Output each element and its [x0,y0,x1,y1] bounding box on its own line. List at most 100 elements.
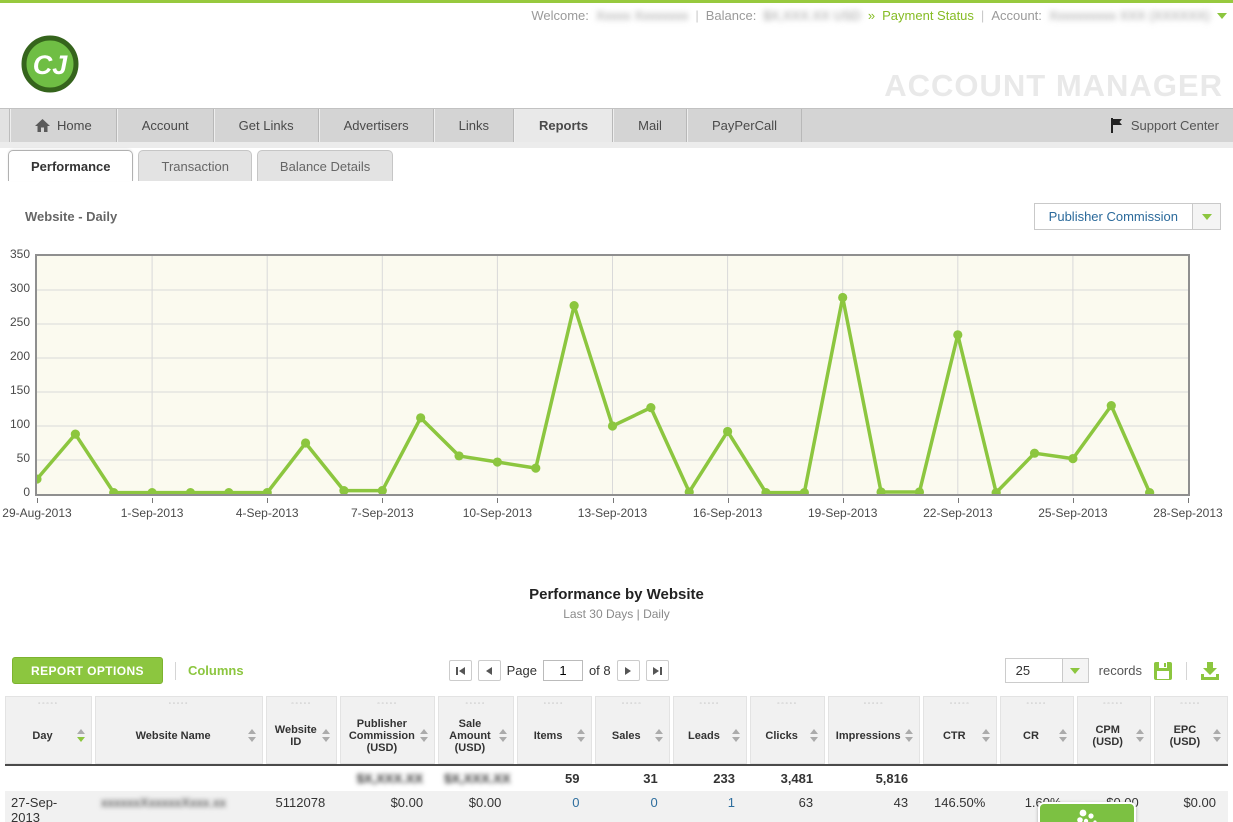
sub-tab-balance-details[interactable]: Balance Details [256,150,394,181]
column-header-sales[interactable]: ▫▫▫▫▫ Sales [594,696,670,764]
data-point[interactable] [416,413,426,423]
nav-tab-mail[interactable]: Mail [613,109,687,142]
sort-asc-icon[interactable] [248,729,257,734]
sort-asc-icon[interactable] [982,729,991,734]
payment-status-link[interactable]: Payment Status [882,8,974,23]
data-point[interactable] [1029,448,1040,458]
drag-handle-icon[interactable]: ▫▫▫▫▫ [465,701,487,707]
column-header-impressions[interactable]: ▫▫▫▫▫ Impressions [828,696,921,764]
sort-desc-icon[interactable] [654,737,663,742]
cj-logo[interactable]: CJ [20,34,80,99]
sort-asc-icon[interactable] [732,729,741,734]
data-point[interactable] [799,488,809,498]
sort-desc-icon[interactable] [420,737,429,742]
sort-desc-icon[interactable] [77,737,86,742]
sort-asc-icon[interactable] [322,729,331,734]
sub-tab-performance[interactable]: Performance [8,150,134,181]
column-header-website-id[interactable]: ▫▫▫▫▫ Website ID [266,696,338,764]
data-point[interactable] [1068,454,1078,464]
sort-desc-icon[interactable] [498,737,507,742]
data-point[interactable] [454,451,464,461]
column-header-ctr[interactable]: ▫▫▫▫▫ CTR [923,696,998,764]
column-header-website-name[interactable]: ▫▫▫▫▫ Website Name [95,696,264,764]
sort-desc-icon[interactable] [905,737,914,742]
sort-asc-icon[interactable] [77,729,86,734]
sort-asc-icon[interactable] [810,729,819,734]
drag-handle-icon[interactable]: ▫▫▫▫▫ [949,701,971,707]
drag-handle-icon[interactable]: ▫▫▫▫▫ [863,701,885,707]
records-dropdown[interactable]: 25 [1004,658,1089,683]
drag-handle-icon[interactable]: ▫▫▫▫▫ [777,701,798,707]
data-point[interactable] [147,488,157,498]
data-point[interactable] [377,486,387,496]
data-point[interactable] [70,429,80,439]
account-dropdown-icon[interactable] [1217,12,1227,19]
sort-asc-icon[interactable] [576,729,585,734]
hover-mini-chart-popup[interactable] [1038,802,1136,822]
nav-tab-account[interactable]: Account [116,109,214,142]
sort-desc-icon[interactable] [810,737,819,742]
first-page-button[interactable] [448,660,472,681]
sort-asc-icon[interactable] [420,729,429,734]
drag-handle-icon[interactable]: ▫▫▫▫▫ [699,701,721,707]
data-point[interactable] [300,438,311,448]
drag-handle-icon[interactable]: ▫▫▫▫▫ [1180,701,1202,707]
sort-desc-icon[interactable] [982,737,991,742]
prev-page-button[interactable] [477,660,501,681]
data-point[interactable] [876,487,886,497]
save-report-button[interactable] [1152,661,1174,681]
data-point[interactable] [838,292,848,303]
column-header-cr[interactable]: ▫▫▫▫▫ CR [1000,696,1074,764]
sort-asc-icon[interactable] [1058,729,1067,734]
data-point[interactable] [607,421,618,431]
nav-tab-home[interactable]: Home [10,109,117,142]
data-point[interactable] [914,487,925,497]
sort-asc-icon[interactable] [1212,729,1221,734]
page-number-input[interactable] [542,660,583,681]
column-header-day[interactable]: ▫▫▫▫▫ Day [5,696,93,764]
nav-tab-get-links[interactable]: Get Links [213,109,319,142]
sort-desc-icon[interactable] [732,737,741,742]
support-center[interactable]: Support Center [1110,109,1233,142]
column-header-clicks[interactable]: ▫▫▫▫▫ Clicks [750,696,826,764]
sub-tab-transaction[interactable]: Transaction [138,150,252,181]
records-dropdown-arrow[interactable] [1061,659,1088,682]
sort-asc-icon[interactable] [498,729,507,734]
drag-handle-icon[interactable]: ▫▫▫▫▫ [621,701,643,707]
data-point[interactable] [646,403,656,413]
metric-dropdown[interactable]: Publisher Commission [1033,203,1221,230]
sort-desc-icon[interactable] [576,737,585,742]
drag-handle-icon[interactable]: ▫▫▫▫▫ [168,701,190,707]
sort-desc-icon[interactable] [248,737,257,742]
data-point[interactable] [569,301,579,311]
nav-tab-reports[interactable]: Reports [513,109,614,142]
sort-desc-icon[interactable] [1135,737,1144,742]
column-header-publisher-commission-usd[interactable]: ▫▫▫▫▫ Publisher Commission (USD) [340,696,436,764]
drag-handle-icon[interactable]: ▫▫▫▫▫ [38,701,59,707]
drag-handle-icon[interactable]: ▫▫▫▫▫ [543,701,565,707]
sort-desc-icon[interactable] [1212,737,1221,742]
data-point[interactable] [531,463,541,473]
nav-tab-links[interactable]: Links [433,109,514,142]
next-page-button[interactable] [616,660,640,681]
column-header-leads[interactable]: ▫▫▫▫▫ Leads [672,696,748,764]
data-point[interactable] [723,426,733,437]
data-point[interactable] [185,488,196,498]
sort-asc-icon[interactable] [654,729,663,734]
data-point[interactable] [224,488,234,498]
sort-desc-icon[interactable] [1058,737,1067,742]
data-point[interactable] [1106,401,1116,411]
drag-handle-icon[interactable]: ▫▫▫▫▫ [1026,701,1048,707]
sort-desc-icon[interactable] [322,737,331,742]
column-header-items[interactable]: ▫▫▫▫▫ Items [516,696,592,764]
metric-dropdown-arrow[interactable] [1192,204,1220,229]
columns-link[interactable]: Columns [187,663,244,678]
data-point[interactable] [339,486,349,496]
column-header-cpm-usd[interactable]: ▫▫▫▫▫ CPM (USD) [1076,696,1151,764]
drag-handle-icon[interactable]: ▫▫▫▫▫ [1103,701,1124,707]
nav-tab-paypercall[interactable]: PayPerCall [686,109,802,142]
report-options-button[interactable]: REPORT OPTIONS [12,657,163,684]
drag-handle-icon[interactable]: ▫▫▫▫▫ [291,701,313,707]
last-page-button[interactable] [645,660,669,681]
nav-tab-advertisers[interactable]: Advertisers [318,109,434,142]
